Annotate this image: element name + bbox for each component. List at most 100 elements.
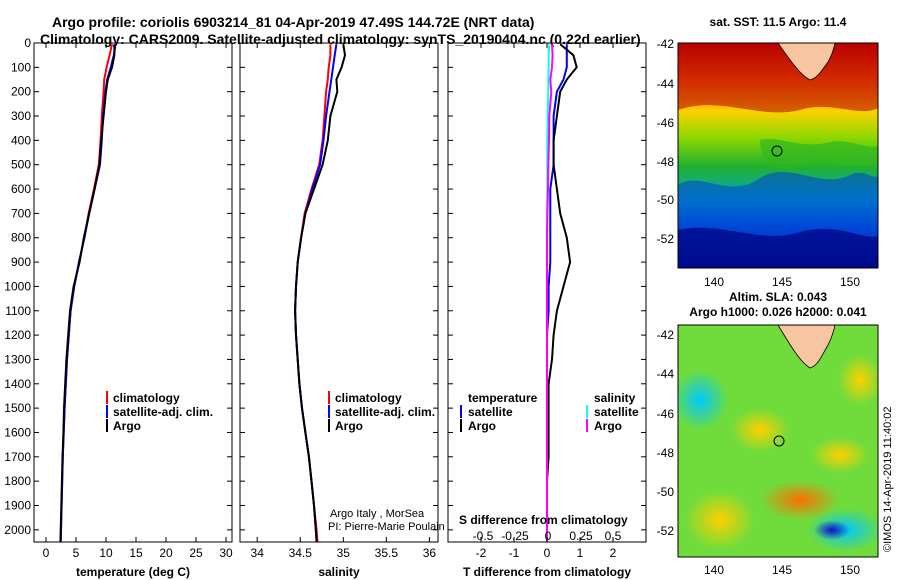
x-tick-label: 34 [251, 546, 265, 560]
y-tick-label: 300 [11, 109, 31, 123]
temperature-legend: climatology satellite-adj. clim. Argo [106, 391, 213, 433]
y-tick-label: 1200 [4, 328, 31, 342]
lat-tick: -50 [657, 193, 675, 207]
y-tick-label: 1500 [4, 401, 31, 415]
x-tick-label: 30 [219, 546, 233, 560]
y-tick-label: 800 [11, 231, 31, 245]
y-tick-label: 500 [11, 158, 31, 172]
credit-line1: Argo Italy , MorSea [330, 508, 425, 520]
sla-map-title-line1: Altim. SLA: 0.043 [729, 290, 827, 304]
x-tick-label: 0 [43, 546, 50, 560]
legend-label-climatology: climatology [335, 391, 402, 405]
sla-map [677, 324, 879, 558]
lat-tick: -50 [657, 485, 675, 499]
lat-tick: -42 [657, 37, 675, 51]
legend-label-satellite: satellite-adj. clim. [113, 405, 213, 419]
series-line-argo [294, 44, 347, 543]
lat-tick: -52 [657, 524, 675, 538]
y-tick-label: 1700 [4, 450, 31, 464]
legend-label-climatology: climatology [113, 391, 180, 405]
x-tick-label: 25 [189, 546, 203, 560]
x-tick-label: 20 [159, 546, 173, 560]
difference-panel: -2 -1 0 1 2 T difference from climatology [447, 42, 647, 579]
salinity-panel: 34 34.5 35 35.5 36 salinity [239, 42, 439, 579]
legend-label-satellite: satellite-adj. clim. [335, 405, 435, 419]
lat-tick: -48 [657, 155, 675, 169]
imos-timestamp: ©IMOS 14-Apr-2019 11:40:02 [882, 407, 894, 552]
s-diff-tick: -0.5 [473, 529, 494, 543]
salinity-legend: climatology satellite-adj. clim. Argo [328, 391, 435, 433]
series-line-argo-salinity- [546, 44, 554, 542]
sst-patches [678, 43, 878, 268]
sst-lon-ticks: 140 145 150 [704, 275, 860, 289]
y-tick-label: 1100 [5, 304, 31, 318]
series-line-argo [59, 44, 116, 543]
legend-label-s-argo: Argo [594, 419, 622, 433]
s-diff-tick: 0.5 [605, 529, 622, 543]
sst-map-frame [677, 42, 879, 269]
series-line-satellite-adj-clim- [59, 44, 117, 543]
x-tick-label: -2 [476, 546, 487, 560]
lat-tick: -44 [657, 367, 675, 381]
tasmania-landmass [777, 324, 836, 369]
sla-lon-ticks: 140 145 150 [704, 563, 860, 577]
sla-patches [678, 354, 878, 552]
lon-tick: 140 [704, 563, 724, 577]
lon-tick: 150 [840, 563, 860, 577]
x-tick-label: 35 [337, 546, 351, 560]
s-diff-tick: -0.25 [501, 529, 529, 543]
x-axis-label: salinity [318, 565, 360, 579]
lat-tick: -42 [657, 328, 675, 342]
x-tick-label: 10 [99, 546, 113, 560]
legend-title-salinity: salinity [594, 391, 636, 405]
y-tick-label: 200 [11, 85, 31, 99]
x-tick-label: 35.5 [375, 546, 399, 560]
s-diff-tick: 0 [545, 529, 552, 543]
lat-tick: -46 [657, 116, 675, 130]
x-tick-label: 36 [423, 546, 437, 560]
x-tick-label: 15 [129, 546, 143, 560]
x-tick-label: 1 [577, 546, 584, 560]
lon-tick: 140 [704, 275, 724, 289]
series-line-argo [546, 43, 578, 542]
y-tick-label: 1900 [4, 498, 31, 512]
sst-map-title: sat. SST: 11.5 Argo: 11.4 [710, 15, 847, 29]
lat-tick: -52 [657, 232, 675, 246]
sla-lat-ticks: -42 -44 -46 -48 -50 -52 [657, 328, 675, 538]
difference-legend: temperature satellite Argo salinity sate… [460, 391, 639, 433]
y-tick-label: 700 [11, 206, 31, 220]
y-tick-label: 100 [11, 60, 31, 74]
y-tick-label: 1400 [4, 377, 31, 391]
credit-line2: PI: Pierre-Marie Poulain [328, 521, 445, 533]
lat-tick: -48 [657, 446, 675, 460]
sla-map-frame [677, 324, 879, 558]
tasmania-landmass [777, 42, 836, 81]
y-tick-label: 1000 [4, 279, 31, 293]
x-axis-label: temperature (deg C) [76, 565, 190, 579]
y-tick-label: 1600 [4, 425, 31, 439]
x-tick-label: 5 [73, 546, 80, 560]
legend-title-temperature: temperature [468, 391, 538, 405]
float-position-marker [773, 435, 785, 447]
y-tick-label: 0 [24, 36, 31, 50]
legend-label-t-argo: Argo [468, 419, 496, 433]
lon-tick: 145 [772, 275, 792, 289]
figure-title-line1: Argo profile: coriolis 6903214_81 04-Apr… [52, 14, 534, 30]
legend-label-s-satellite: satellite [594, 405, 639, 419]
x-tick-label: 34.5 [289, 546, 313, 560]
s-diff-ticks: -0.5 -0.25 0 0.25 0.5 [473, 529, 622, 543]
x-axis-label: T difference from climatology [463, 565, 631, 579]
lat-tick: -46 [657, 407, 675, 421]
legend-label-argo: Argo [113, 419, 141, 433]
y-tick-label: 900 [11, 255, 31, 269]
lat-tick: -44 [657, 77, 675, 91]
y-tick-label: 600 [11, 182, 31, 196]
x-tick-label: -1 [509, 546, 520, 560]
sla-map-title-line2: Argo h1000: 0.026 h2000: 0.041 [689, 305, 867, 319]
plot-frame [239, 42, 439, 543]
temperature-panel: 0 5 10 15 20 25 30 temperature (deg C) 0 100 200 30… [4, 36, 233, 579]
x-tick-label: 0 [544, 546, 551, 560]
s-diff-axis-label: S difference from climatology [459, 513, 628, 527]
float-position-marker [771, 145, 783, 157]
